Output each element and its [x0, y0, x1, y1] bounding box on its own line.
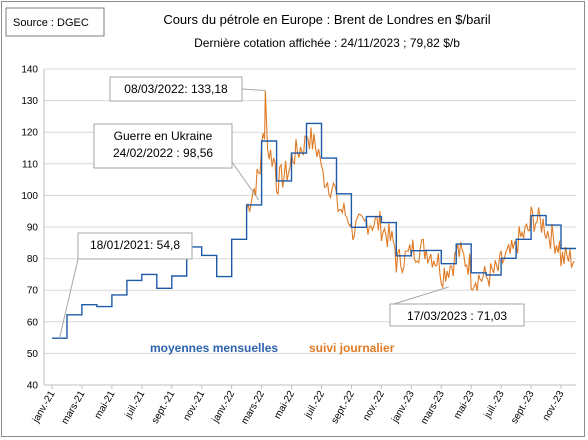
chart-title: Cours du pétrole en Europe : Brent de Lo… — [163, 12, 490, 27]
callout-text: 17/03/2023 : 71,03 — [407, 309, 507, 323]
x-tick-label: mars-23 — [419, 389, 447, 427]
callout-box — [389, 303, 525, 327]
source-label: Source : DGEC — [13, 17, 89, 29]
y-tick-label: 130 — [21, 96, 38, 107]
callout-leader — [393, 286, 449, 305]
x-tick-label: juil.-21 — [123, 389, 148, 421]
legend-monthly: moyennes mensuelles — [150, 341, 278, 355]
x-tick-label: nov.-22 — [361, 389, 387, 423]
y-tick-label: 100 — [21, 191, 38, 202]
series-daily — [246, 90, 575, 292]
x-tick-label: mai-23 — [452, 389, 477, 421]
legend-daily: suivi journalier — [309, 341, 395, 355]
callout-box — [109, 76, 243, 102]
y-tick-label: 120 — [21, 128, 38, 139]
y-tick-label: 140 — [21, 65, 38, 76]
callout-leader — [58, 258, 79, 339]
y-tick-label: 70 — [27, 286, 39, 297]
callout-leader — [241, 88, 266, 92]
gridlines — [44, 68, 576, 386]
daily-line — [246, 90, 575, 292]
callout-box — [77, 232, 193, 260]
x-tick-label: juil.-23 — [482, 389, 507, 421]
x-tick-label: sept.-23 — [509, 389, 537, 426]
x-tick-label: janv.-21 — [30, 389, 58, 426]
x-tick-label: sept.-22 — [329, 389, 357, 426]
y-tick-label: 110 — [22, 159, 38, 170]
y-tick-label: 50 — [27, 349, 39, 360]
y-tick-label: 80 — [27, 254, 39, 265]
x-tick-label: mai-21 — [93, 389, 118, 421]
y-tick-label: 90 — [27, 223, 39, 234]
callout-text: 18/01/2021: 54,8 — [90, 238, 180, 252]
x-tick-label: mars-22 — [239, 389, 267, 427]
x-tick-label: janv.-23 — [389, 389, 417, 426]
annotations: 08/03/2022: 133,18 Guerre en Ukraine 24/02… — [58, 76, 525, 339]
x-tick-label: mai-22 — [272, 389, 297, 421]
callout-leader — [231, 161, 260, 201]
x-tick-label: janv.-22 — [210, 389, 238, 426]
y-axis: 40 50 60 70 80 90 100 110 120 130 140 — [21, 65, 576, 392]
x-tick-label: juil.-22 — [302, 389, 327, 421]
x-tick-label: mars-21 — [60, 389, 88, 427]
y-tick-label: 60 — [27, 317, 39, 328]
y-tick-label: 40 — [27, 381, 39, 392]
x-tick-label: sept.-21 — [150, 389, 178, 426]
chart-subtitle: Dernière cotation affichée : 24/11/2023 … — [194, 36, 460, 50]
callout-text: 24/02/2022 : 98,56 — [113, 146, 213, 160]
callout-text: Guerre en Ukraine — [114, 129, 213, 143]
x-axis: janv.-21 mars-21 mai-21 juil.-21 sept.-21 nov… — [30, 385, 567, 426]
callout-text: 08/03/2022: 133,18 — [124, 82, 228, 96]
x-tick-label: nov.-23 — [541, 389, 567, 423]
monthly-line — [52, 122, 576, 339]
series-monthly — [52, 122, 576, 339]
source-box — [5, 7, 105, 37]
callout-box — [93, 123, 233, 169]
x-tick-label: nov.-21 — [181, 389, 207, 423]
